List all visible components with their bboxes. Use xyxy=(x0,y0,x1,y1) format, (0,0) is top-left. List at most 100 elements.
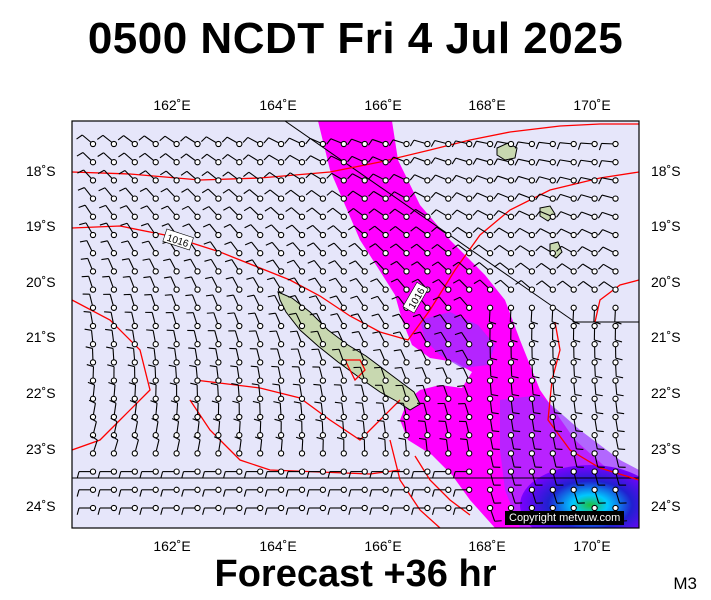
wind-barb-feather xyxy=(202,489,205,497)
wind-barb-icon xyxy=(507,432,515,439)
wind-barb-feather xyxy=(451,209,458,216)
wind-barb-feather xyxy=(140,205,148,210)
wind-barb-icon xyxy=(403,250,410,257)
wind-barb-icon xyxy=(173,468,180,475)
wind-barb-icon xyxy=(466,304,473,311)
lat-label-left-18: 18˚S xyxy=(26,163,56,179)
wind-barb-icon xyxy=(445,486,452,493)
wind-barb-icon xyxy=(236,159,243,166)
wind-barb-icon xyxy=(257,231,264,239)
wind-barb-feather xyxy=(242,154,249,160)
wind-barb-feather xyxy=(87,381,95,386)
wind-barb-feather xyxy=(452,489,456,497)
wind-barb-feather xyxy=(347,208,354,214)
wind-barb-icon xyxy=(236,304,243,311)
wind-barb-icon xyxy=(173,304,180,311)
wind-barb-icon xyxy=(236,322,243,330)
wind-barb-feather xyxy=(556,263,563,269)
wind-barb-icon xyxy=(194,486,201,493)
wind-barb-feather xyxy=(181,471,185,479)
wind-barb-feather xyxy=(452,244,459,250)
wind-barb-feather xyxy=(152,435,160,441)
wind-barb-icon xyxy=(486,286,494,293)
wind-barb-icon xyxy=(466,286,473,293)
wind-barb-icon xyxy=(591,268,598,275)
wind-barb-icon xyxy=(215,413,222,421)
wind-barb-feather xyxy=(390,471,394,479)
wind-barb-icon xyxy=(173,195,180,202)
wind-barb-icon xyxy=(507,341,515,348)
wind-barb-feather xyxy=(493,141,498,149)
wind-barb-feather xyxy=(491,412,499,415)
wind-barb-feather xyxy=(129,399,137,404)
wind-barb-icon xyxy=(152,286,159,293)
wind-barb-icon xyxy=(340,177,347,184)
wind-barb-feather xyxy=(431,244,438,250)
wind-barb-feather xyxy=(222,471,226,479)
wind-barb-icon xyxy=(361,377,368,384)
wind-barb-icon xyxy=(486,413,494,421)
wind-barb-icon xyxy=(570,504,577,512)
wind-barb-feather xyxy=(335,419,343,422)
wind-barb-feather xyxy=(267,294,275,298)
wind-barb-icon xyxy=(361,159,368,166)
wind-barb-icon xyxy=(361,359,368,366)
wind-barb-icon xyxy=(340,250,347,257)
wind-barb-feather xyxy=(430,209,437,215)
wind-barb-icon xyxy=(152,504,159,512)
wind-barb-icon xyxy=(277,504,285,512)
wind-barb-feather xyxy=(180,153,187,159)
wind-barb-icon xyxy=(340,286,347,293)
wind-barb-feather xyxy=(284,155,291,161)
lat-label-left-20: 20˚S xyxy=(26,274,56,290)
wind-barb-icon xyxy=(528,377,536,384)
wind-barb-icon xyxy=(507,450,515,457)
wind-barb-feather xyxy=(328,277,336,282)
wind-barb-icon xyxy=(110,359,118,366)
wind-barb-icon xyxy=(507,486,515,493)
wind-barb-feather xyxy=(357,437,365,440)
wind-barb-feather xyxy=(556,228,562,235)
wind-barb-feather xyxy=(430,157,436,164)
wind-barb-icon xyxy=(257,140,264,148)
trough-line xyxy=(284,121,576,323)
wind-barb-icon xyxy=(89,177,97,184)
wind-barb-icon xyxy=(382,377,389,384)
wind-barb-icon xyxy=(257,377,264,384)
wind-barb-icon xyxy=(257,468,264,475)
wind-barb-feather xyxy=(141,240,149,244)
wind-barb-feather xyxy=(493,193,499,200)
wind-barb-feather xyxy=(347,138,353,146)
wind-barb-icon xyxy=(570,213,577,220)
wind-barb-icon xyxy=(340,432,347,439)
wind-barb-feather xyxy=(102,275,110,278)
wind-barb-feather xyxy=(577,160,582,167)
wind-barb-icon xyxy=(194,432,201,439)
lat-label-left-22: 22˚S xyxy=(26,385,56,401)
wind-barb-icon xyxy=(194,395,201,402)
wind-barb-feather xyxy=(490,357,498,361)
wind-barb-feather xyxy=(431,507,435,515)
wind-barb-icon xyxy=(424,486,431,493)
wind-barb-icon xyxy=(507,177,515,184)
wind-barb-feather xyxy=(263,154,270,161)
wind-barb-icon xyxy=(319,213,327,220)
wind-barb-icon xyxy=(528,468,536,475)
wind-barb-feather xyxy=(119,187,126,192)
wind-barb-icon xyxy=(257,504,264,512)
wind-barb-icon xyxy=(340,213,347,220)
wind-barb-icon xyxy=(277,359,285,366)
wind-barb-icon xyxy=(152,413,159,421)
wind-barb-feather xyxy=(76,507,80,515)
wind-barb-feather xyxy=(556,194,561,201)
wind-barb-icon xyxy=(382,304,389,311)
wind-barb-feather xyxy=(411,278,419,283)
wind-barb-feather xyxy=(263,137,269,144)
wind-barb-feather xyxy=(97,507,101,515)
wind-barb-icon xyxy=(382,450,389,457)
wind-barb-icon xyxy=(89,359,97,366)
isobar-8 xyxy=(594,279,639,323)
wind-barb-icon xyxy=(361,450,368,457)
wind-barb-icon xyxy=(277,286,285,293)
wind-barb-icon xyxy=(152,377,159,384)
